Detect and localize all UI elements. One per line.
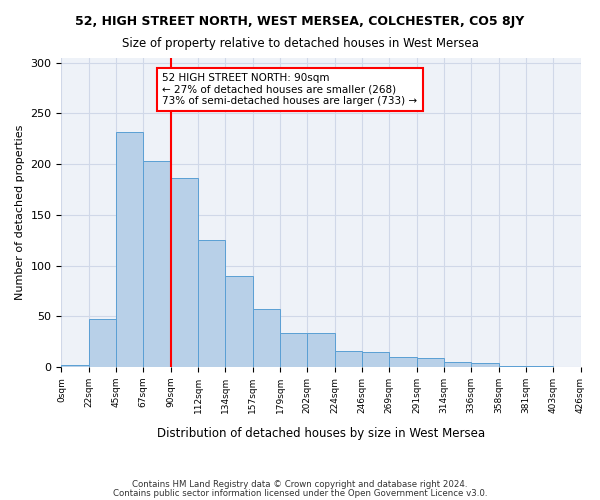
- Bar: [389, 357, 416, 367]
- Text: Contains HM Land Registry data © Crown copyright and database right 2024.: Contains HM Land Registry data © Crown c…: [132, 480, 468, 489]
- Text: Contains public sector information licensed under the Open Government Licence v3: Contains public sector information licen…: [113, 488, 487, 498]
- X-axis label: Distribution of detached houses by size in West Mersea: Distribution of detached houses by size …: [157, 427, 485, 440]
- Bar: [307, 332, 335, 367]
- Bar: [362, 352, 389, 367]
- Bar: [416, 358, 444, 367]
- Bar: [226, 276, 253, 367]
- Bar: [253, 309, 280, 367]
- Bar: [499, 366, 526, 367]
- Bar: [170, 178, 198, 367]
- Bar: [280, 332, 307, 367]
- Bar: [143, 161, 170, 367]
- Y-axis label: Number of detached properties: Number of detached properties: [15, 124, 25, 300]
- Bar: [471, 363, 499, 367]
- Bar: [116, 132, 143, 367]
- Text: Size of property relative to detached houses in West Mersea: Size of property relative to detached ho…: [122, 38, 478, 51]
- Text: 52, HIGH STREET NORTH, WEST MERSEA, COLCHESTER, CO5 8JY: 52, HIGH STREET NORTH, WEST MERSEA, COLC…: [76, 15, 524, 28]
- Bar: [89, 320, 116, 367]
- Bar: [335, 351, 362, 367]
- Bar: [444, 362, 471, 367]
- Bar: [61, 365, 89, 367]
- Bar: [198, 240, 226, 367]
- Bar: [526, 366, 553, 367]
- Text: 52 HIGH STREET NORTH: 90sqm
← 27% of detached houses are smaller (268)
73% of se: 52 HIGH STREET NORTH: 90sqm ← 27% of det…: [163, 72, 418, 106]
